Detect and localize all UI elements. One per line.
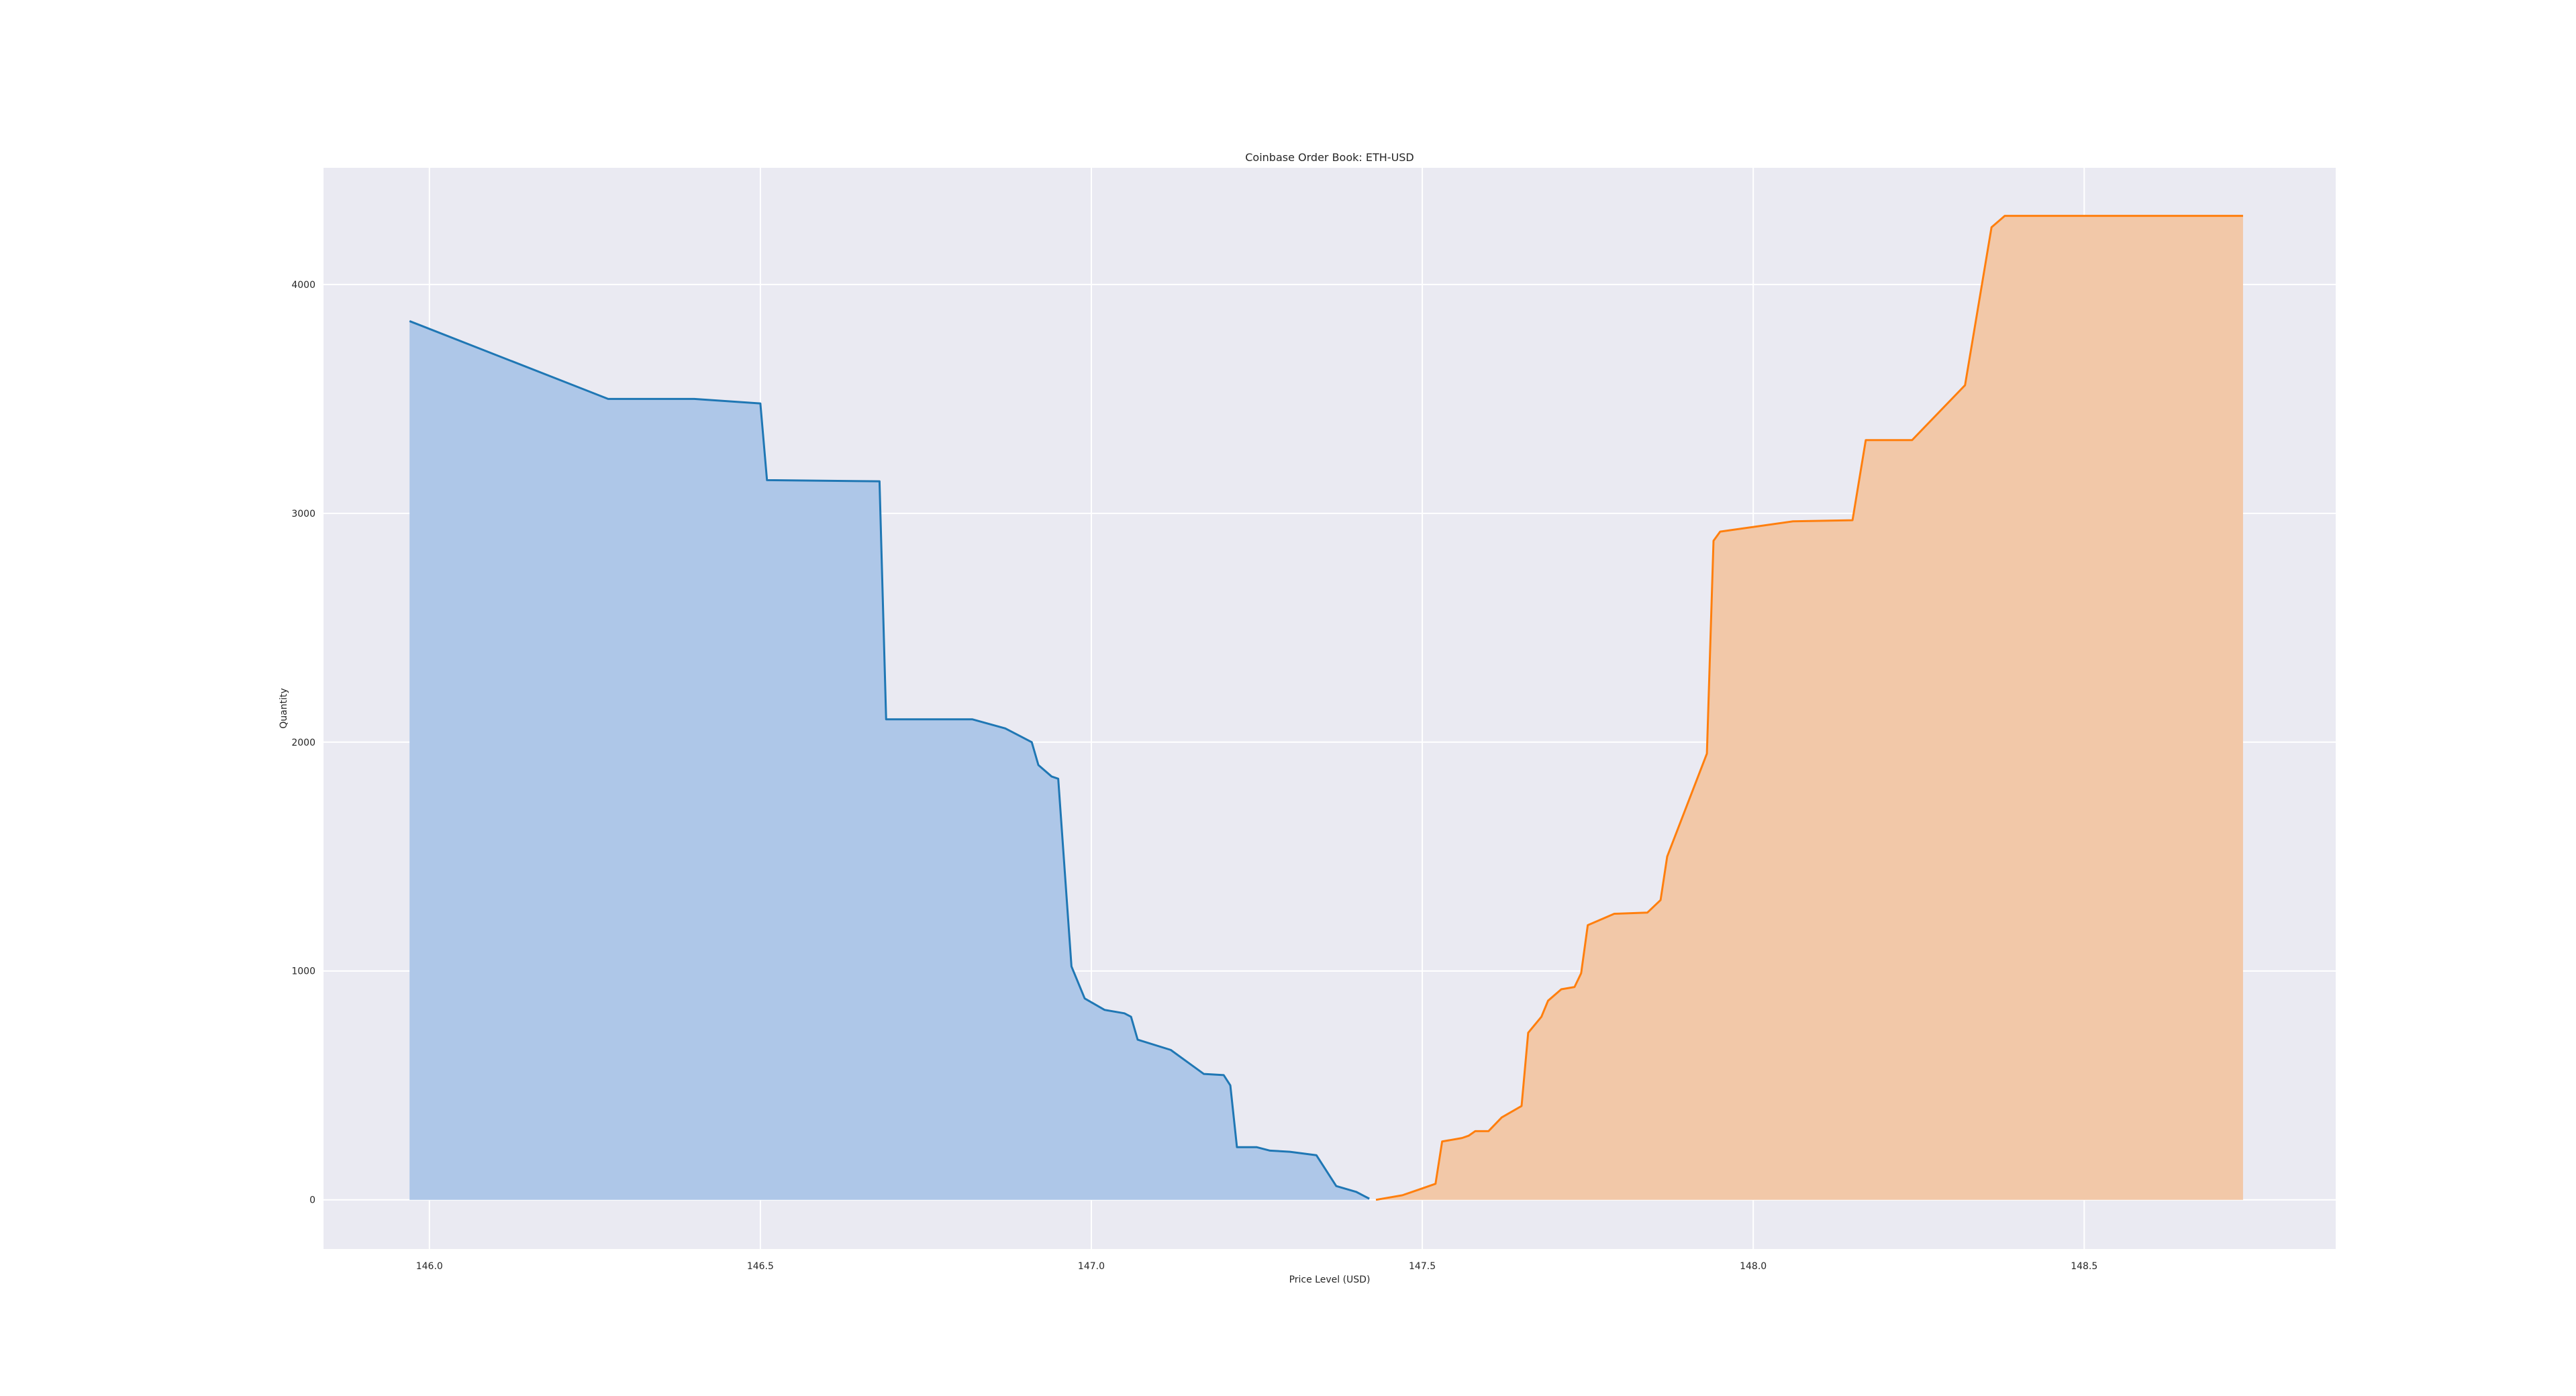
x-tick-label: 147.5 bbox=[1409, 1261, 1436, 1272]
y-tick-label: 1000 bbox=[291, 966, 315, 977]
x-tick-label: 148.5 bbox=[2071, 1261, 2097, 1272]
chart-title: Coinbase Order Book: ETH-USD bbox=[1245, 151, 1414, 164]
x-tick-label: 148.0 bbox=[1740, 1261, 1767, 1272]
y-tick-label: 3000 bbox=[291, 509, 315, 519]
y-tick-label: 0 bbox=[309, 1195, 315, 1206]
bid-depth-line bbox=[409, 320, 1370, 1200]
tick-labels: 146.0 146.5 147.0 147.5 148.0 148.5 0 1000 2000 3… bbox=[291, 280, 2097, 1272]
x-tick-label: 147.0 bbox=[1078, 1261, 1105, 1272]
bid-area-fill bbox=[409, 321, 1370, 1200]
y-axis-label: Quantity bbox=[279, 688, 289, 729]
x-tick-label: 146.5 bbox=[747, 1261, 774, 1272]
series-layer bbox=[409, 215, 2243, 1201]
y-tick-label: 4000 bbox=[291, 280, 315, 291]
ask-depth-line bbox=[1375, 215, 2243, 1201]
ask-area-fill bbox=[1376, 215, 2243, 1200]
y-tick-label: 2000 bbox=[291, 738, 315, 748]
x-tick-label: 146.0 bbox=[416, 1261, 443, 1272]
x-axis-label: Price Level (USD) bbox=[1289, 1275, 1371, 1285]
